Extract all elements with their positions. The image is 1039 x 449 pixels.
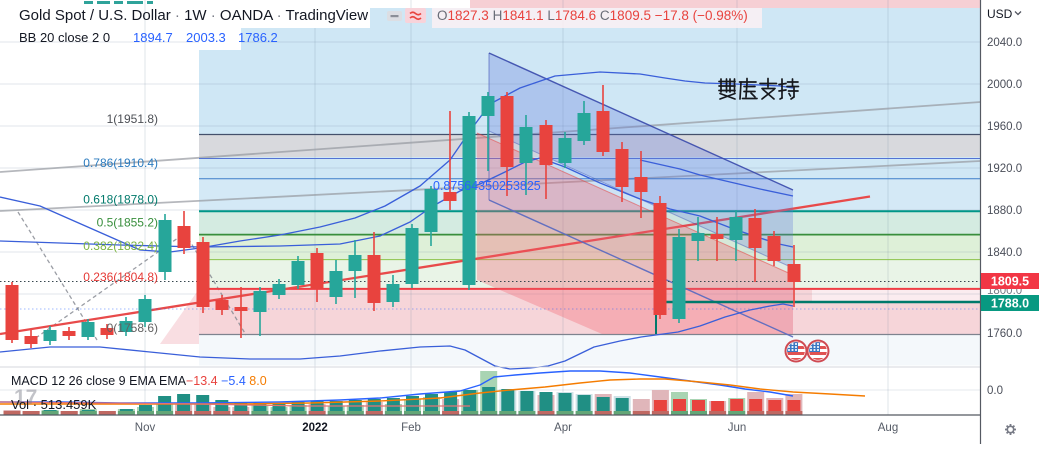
svg-text:Aug: Aug [878,422,898,434]
svg-text:Jun: Jun [728,422,747,434]
svg-text:2000.0: 2000.0 [987,79,1022,91]
svg-text:2040.0: 2040.0 [987,37,1022,49]
svg-text:−13.4 −5.4 8.0: −13.4 −5.4 8.0 [186,374,267,388]
svg-text:1840.0: 1840.0 [987,247,1022,259]
svg-text:0.382(1832.4): 0.382(1832.4) [83,239,158,253]
svg-text:1760.0: 1760.0 [987,328,1022,340]
svg-text:0.87564350253825: 0.87564350253825 [433,179,541,193]
svg-text:1809.5: 1809.5 [991,275,1029,289]
svg-text:0(1758.6): 0(1758.6) [107,321,158,335]
svg-text:Apr: Apr [554,422,572,434]
svg-text:2003.3: 2003.3 [186,30,226,45]
svg-text:Feb: Feb [401,422,421,434]
svg-text:1788.0: 1788.0 [991,297,1029,311]
svg-text:0.0: 0.0 [987,385,1003,397]
svg-text:1(1951.8): 1(1951.8) [107,112,158,126]
svg-text:O1827.3 H1841.1 L1784.6 C1809.: O1827.3 H1841.1 L1784.6 C1809.5 −17.8 (−… [437,8,748,23]
svg-text:0.786(1910.4): 0.786(1910.4) [83,156,158,170]
svg-text:Nov: Nov [135,422,156,434]
svg-text:1960.0: 1960.0 [987,121,1022,133]
svg-text:Vol · 513.459K: Vol · 513.459K [11,397,97,412]
svg-text:1920.0: 1920.0 [987,163,1022,175]
svg-text:1894.7: 1894.7 [133,30,173,45]
svg-text:0.618(1878.0): 0.618(1878.0) [83,193,158,207]
svg-text:Gold Spot / U.S. Dollar · 1W ·: Gold Spot / U.S. Dollar · 1W · OANDA · T… [19,7,368,24]
svg-text:BB 20 close 2 0: BB 20 close 2 0 [19,30,110,45]
svg-text:0.5(1855.2): 0.5(1855.2) [97,216,158,230]
svg-text:1880.0: 1880.0 [987,205,1022,217]
svg-text:USD: USD [987,7,1013,21]
svg-text:0.236(1804.8): 0.236(1804.8) [83,270,158,284]
svg-text:MACD 12 26 close 9 EMA EMA: MACD 12 26 close 9 EMA EMA [11,374,187,388]
svg-text:2022: 2022 [302,422,328,434]
svg-text:1786.2: 1786.2 [238,30,278,45]
